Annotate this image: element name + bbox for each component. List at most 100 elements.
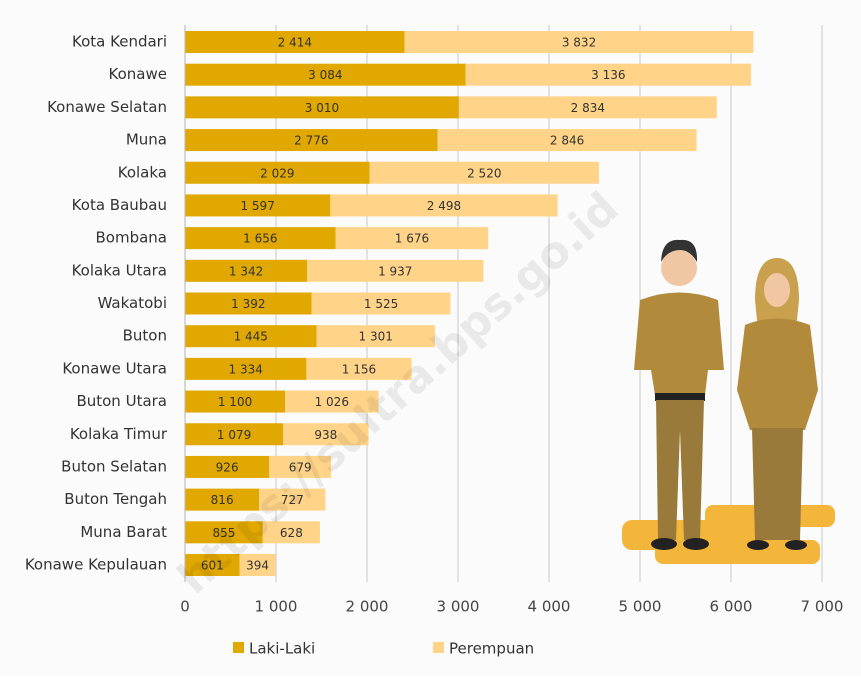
y-tick-label: Kota Baubau <box>72 196 167 214</box>
legend-label: Perempuan <box>449 640 534 658</box>
bar-segment <box>330 194 558 217</box>
bar-segment <box>437 129 697 152</box>
value-label: 1 100 <box>218 395 252 409</box>
value-label: 601 <box>201 559 224 573</box>
bar-segment <box>283 423 369 446</box>
value-label: 855 <box>212 526 235 540</box>
x-tick-label: 6 000 <box>710 598 753 616</box>
value-label: 1 079 <box>217 428 251 442</box>
woman-face <box>764 273 790 307</box>
value-label: 3 832 <box>562 36 596 50</box>
legend-swatch <box>233 642 244 653</box>
bar-segment <box>185 259 308 282</box>
bar-segment <box>404 31 754 53</box>
bar-segment <box>185 96 459 119</box>
value-label: 628 <box>280 526 303 540</box>
y-tick-label: Buton Selatan <box>61 457 167 475</box>
y-tick-label: Kolaka <box>118 163 167 181</box>
value-label: 679 <box>289 460 312 474</box>
value-label: 3 084 <box>308 68 342 82</box>
bar-segment <box>335 227 489 250</box>
bar-segment <box>285 390 379 413</box>
man-shirt <box>634 292 724 395</box>
value-label: 1 334 <box>229 362 263 376</box>
bar-segment <box>316 325 435 348</box>
bar-segment <box>185 554 240 576</box>
value-label: 2 029 <box>260 166 294 180</box>
value-label: 2 520 <box>467 166 501 180</box>
bar-segment <box>185 455 270 478</box>
value-label: 1 676 <box>395 232 429 246</box>
value-label: 1 656 <box>243 232 277 246</box>
value-label: 1 525 <box>364 297 398 311</box>
value-label: 926 <box>216 460 239 474</box>
value-label: 1 301 <box>359 330 393 344</box>
bar-segment <box>259 488 326 511</box>
x-tick-label: 4 000 <box>528 598 571 616</box>
value-label: 2 846 <box>550 134 584 148</box>
bar-segment <box>185 129 438 152</box>
bar-segment <box>185 161 370 184</box>
x-tick-label: 1 000 <box>255 598 298 616</box>
woman-skirt <box>752 428 803 540</box>
man-hair <box>661 239 698 262</box>
value-label: 2 834 <box>571 101 605 115</box>
woman-shoe <box>785 540 807 550</box>
y-tick-label: Kolaka Timur <box>70 425 168 443</box>
bar-segment <box>185 194 331 217</box>
value-label: 1 342 <box>229 264 263 278</box>
value-label: 3 136 <box>591 68 625 82</box>
bar-segment <box>307 259 484 282</box>
bar-segment <box>269 455 332 478</box>
woman-top <box>737 318 818 430</box>
man-belt <box>655 393 705 401</box>
y-tick-label: Buton Tengah <box>64 490 167 508</box>
man-shoe <box>651 538 677 550</box>
y-tick-label: Konawe Utara <box>62 359 167 377</box>
value-label: 1 392 <box>231 297 265 311</box>
bar-segment <box>185 357 307 380</box>
bar-segment <box>185 423 284 446</box>
bar-segment <box>311 292 451 315</box>
x-tick-label: 2 000 <box>346 598 389 616</box>
y-tick-label: Wakatobi <box>98 294 167 312</box>
bar-segment <box>369 161 599 184</box>
illustration <box>622 239 835 564</box>
value-label: 394 <box>246 559 269 573</box>
value-label: 1 597 <box>240 199 274 213</box>
y-tick-label: Konawe Selatan <box>47 98 167 116</box>
y-tick-label: Bombana <box>96 229 168 247</box>
value-label: 3 010 <box>305 101 339 115</box>
bar-segment <box>185 521 263 544</box>
y-tick-label: Konawe <box>109 65 167 83</box>
bar-segment <box>239 554 276 576</box>
value-label: 1 026 <box>315 395 349 409</box>
bar-segment <box>465 63 752 86</box>
x-tick-label: 5 000 <box>619 598 662 616</box>
value-label: 1 156 <box>342 362 376 376</box>
bar-segment <box>458 96 717 119</box>
man-head <box>661 250 697 286</box>
bar-segment <box>185 227 336 250</box>
x-tick-label: 7 000 <box>801 598 844 616</box>
y-tick-label: Muna <box>126 131 167 149</box>
value-label: 2 498 <box>427 199 461 213</box>
x-tick-label: 3 000 <box>437 598 480 616</box>
bar-segment <box>185 63 466 86</box>
value-label: 2 414 <box>278 36 312 50</box>
bar-segment <box>306 357 412 380</box>
y-tick-label: Muna Barat <box>80 523 167 541</box>
y-tick-label: Kota Kendari <box>72 33 167 51</box>
woman-shoe <box>747 540 769 550</box>
bar-segment <box>185 390 286 413</box>
value-label: 1 445 <box>234 330 268 344</box>
value-label: 1 937 <box>378 264 412 278</box>
y-tick-label: Buton Utara <box>76 392 167 410</box>
bar-segment <box>185 325 317 348</box>
bar-segment <box>185 31 405 53</box>
x-tick-label: 0 <box>180 598 190 616</box>
value-label: 727 <box>281 493 304 507</box>
bar-segment <box>185 292 312 315</box>
man-shoe <box>683 538 709 550</box>
